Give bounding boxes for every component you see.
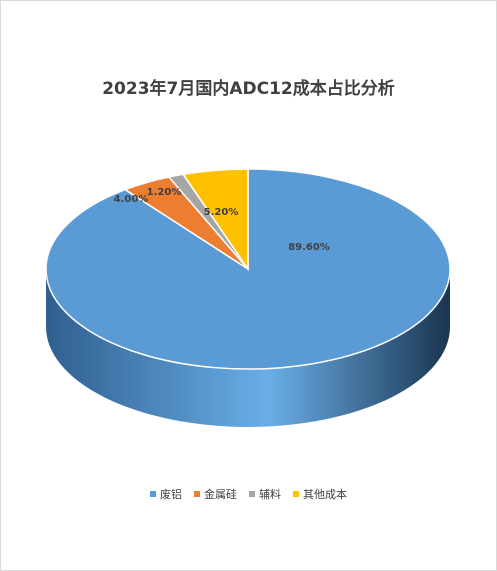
pie-slice-3 xyxy=(181,168,249,272)
legend-swatch xyxy=(150,491,156,497)
legend-item-2: 辅料 xyxy=(249,486,281,502)
legend-swatch xyxy=(194,491,200,497)
legend-item-0: 废铝 xyxy=(150,486,182,502)
pie-side-wall xyxy=(46,269,450,427)
legend-item-1: 金属硅 xyxy=(194,486,237,502)
legend-item-3: 其他成本 xyxy=(293,486,347,502)
legend-label: 其他成本 xyxy=(303,488,347,501)
pie-data-label-2: 1.20% xyxy=(147,187,182,198)
chart-title: 2023年7月国内ADC12成本占比分析 xyxy=(102,79,395,99)
legend-label: 金属硅 xyxy=(204,488,237,501)
legend-swatch xyxy=(293,491,299,497)
legend-label: 废铝 xyxy=(160,488,182,501)
pie-data-label-1: 4.00% xyxy=(114,194,149,205)
pie-data-label-0: 89.60% xyxy=(288,242,330,253)
chart-legend: 废铝 金属硅 辅料 其他成本 xyxy=(0,486,497,502)
pie-data-label-3: 5.20% xyxy=(204,207,239,218)
legend-label: 辅料 xyxy=(259,488,281,501)
legend-swatch xyxy=(249,491,255,497)
